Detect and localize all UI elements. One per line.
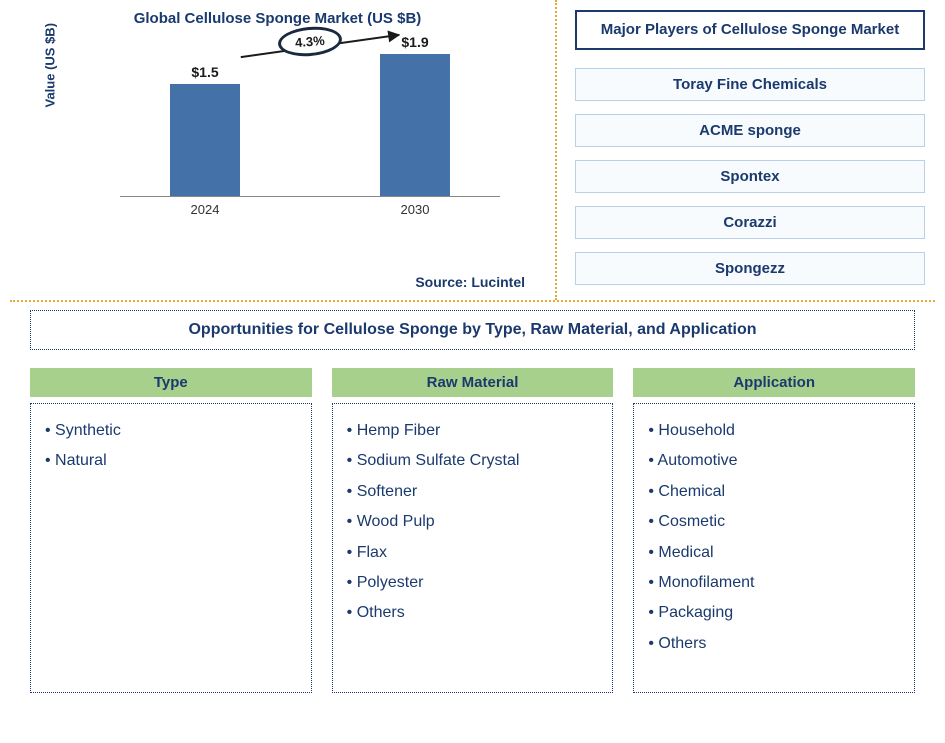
- opportunity-column: Raw Material Hemp FiberSodium Sulfate Cry…: [332, 368, 614, 693]
- bar-value-label: $1.5: [170, 64, 240, 80]
- list-item: Monofilament: [648, 568, 900, 598]
- y-axis-label: Value (US $B): [43, 23, 58, 108]
- list-item: Sodium Sulfate Crystal: [347, 446, 599, 476]
- player-item: Corazzi: [575, 206, 925, 239]
- top-section: Global Cellulose Sponge Market (US $B) V…: [0, 0, 945, 300]
- column-header: Application: [633, 368, 915, 397]
- list-item: Chemical: [648, 477, 900, 507]
- opportunities-title: Opportunities for Cellulose Sponge by Ty…: [30, 310, 915, 350]
- list-item: Synthetic: [45, 416, 297, 446]
- list-item: Cosmetic: [648, 507, 900, 537]
- players-area: Major Players of Cellulose Sponge Market…: [555, 0, 945, 300]
- player-item: Spontex: [575, 160, 925, 193]
- column-body: HouseholdAutomotiveChemicalCosmeticMedic…: [633, 403, 915, 693]
- list-item: Flax: [347, 538, 599, 568]
- list-item: Natural: [45, 446, 297, 476]
- chart-title: Global Cellulose Sponge Market (US $B): [20, 10, 535, 27]
- horizontal-divider: [10, 300, 935, 302]
- x-tick-label: 2030: [380, 202, 450, 217]
- list-item: Hemp Fiber: [347, 416, 599, 446]
- list-item: Wood Pulp: [347, 507, 599, 537]
- vertical-divider: [555, 0, 557, 300]
- list-item: Household: [648, 416, 900, 446]
- bars-area: $1.5 $1.9: [120, 47, 500, 197]
- opportunity-columns: Type SyntheticNatural Raw Material Hemp Fib…: [30, 368, 915, 693]
- list-item: Automotive: [648, 446, 900, 476]
- players-title: Major Players of Cellulose Sponge Market: [575, 10, 925, 50]
- list-item: Packaging: [648, 598, 900, 628]
- list-item: Softener: [347, 477, 599, 507]
- column-header: Raw Material: [332, 368, 614, 397]
- column-body: Hemp FiberSodium Sulfate CrystalSoftener…: [332, 403, 614, 693]
- chart-bar: $1.9: [380, 54, 450, 197]
- column-body: SyntheticNatural: [30, 403, 312, 693]
- chart-area: Global Cellulose Sponge Market (US $B) V…: [0, 0, 555, 300]
- list-item: Medical: [648, 538, 900, 568]
- opportunity-column: Application HouseholdAutomotiveChemicalCo…: [633, 368, 915, 693]
- chart-bar: $1.5: [170, 84, 240, 197]
- bar-chart: $1.5$1.9 20242030 4.3%: [120, 47, 500, 227]
- list-item: Polyester: [347, 568, 599, 598]
- player-item: Toray Fine Chemicals: [575, 68, 925, 101]
- x-tick-label: 2024: [170, 202, 240, 217]
- player-item: ACME sponge: [575, 114, 925, 147]
- column-header: Type: [30, 368, 312, 397]
- player-item: Spongezz: [575, 252, 925, 285]
- list-item: Others: [648, 629, 900, 659]
- list-item: Others: [347, 598, 599, 628]
- opportunities-section: Opportunities for Cellulose Sponge by Ty…: [30, 310, 915, 693]
- source-label: Source: Lucintel: [415, 274, 525, 290]
- opportunity-column: Type SyntheticNatural: [30, 368, 312, 693]
